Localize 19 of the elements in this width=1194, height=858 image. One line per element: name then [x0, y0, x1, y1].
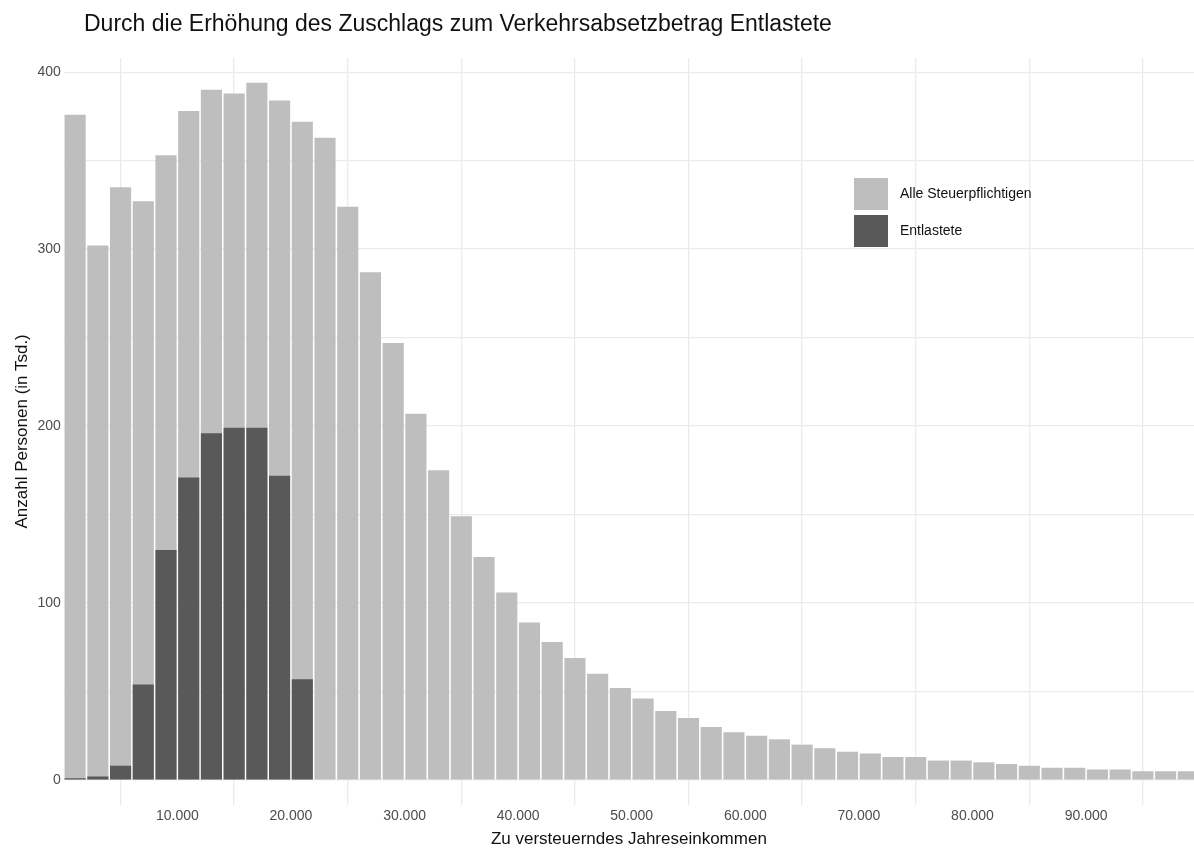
x-tick-label: 80.000: [951, 807, 995, 824]
y-tick-label: 200: [37, 416, 61, 433]
x-tick-label: 20.000: [269, 807, 313, 824]
y-tick-label: 300: [37, 239, 61, 256]
y-tick-label: 100: [37, 593, 61, 610]
x-tick-label: 70.000: [837, 807, 881, 824]
legend-label: Alle Steuerpflichtigen: [900, 184, 1032, 201]
y-tick-label: 400: [37, 63, 61, 80]
x-tick-label: 60.000: [723, 807, 767, 824]
y-tick-label: 0: [52, 770, 61, 787]
x-tick-label: 30.000: [383, 807, 427, 824]
x-tick-label: 90.000: [1064, 807, 1108, 824]
x-axis-title: Zu versteuerndes Jahreseinkommen: [490, 829, 767, 849]
chart-title: Durch die Erhöhung des Zuschlags zum Verkehrsabsetzbetrag Entlastete: [84, 10, 832, 37]
legend-label: Entlastete: [900, 221, 963, 238]
x-tick-label: 40.000: [496, 807, 540, 824]
x-tick-label: 50.000: [610, 807, 654, 824]
x-tick-label: 10.000: [155, 807, 199, 824]
y-axis-title: Anzahl Personen (in Tsd.): [11, 334, 31, 529]
